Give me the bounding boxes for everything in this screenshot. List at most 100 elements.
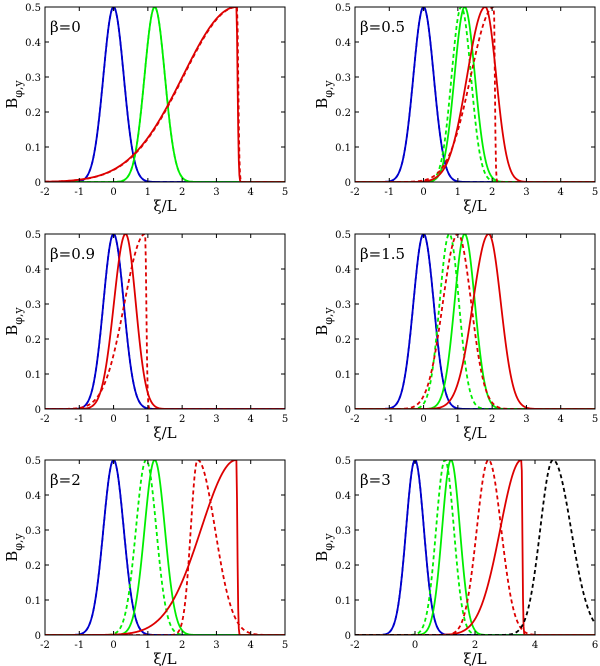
y-axis-label: Bφ,y — [3, 79, 25, 108]
y-tick-label: 0.5 — [25, 456, 41, 467]
series-line-blue — [45, 234, 285, 409]
x-tick-label: -1 — [74, 414, 84, 425]
x-tick-label: 4 — [558, 187, 564, 198]
x-axis-label: ξ/L — [463, 424, 486, 442]
series-line-green-dashed — [355, 234, 595, 409]
series-line-blue — [45, 7, 285, 182]
y-tick-label: 0.2 — [335, 335, 351, 346]
series-line-red-dashed — [355, 460, 595, 635]
series-line-red — [355, 7, 595, 182]
y-tick-label: 0.4 — [25, 265, 41, 276]
y-tick-label: 0.1 — [25, 370, 41, 381]
axes-frame — [44, 233, 286, 410]
x-tick-label: 0 — [110, 187, 116, 198]
x-tick-label: -2 — [350, 414, 360, 425]
y-tick-label: 0 — [35, 178, 41, 189]
x-tick-label: 2 — [179, 640, 185, 651]
y-tick-label: 0.1 — [25, 143, 41, 154]
y-tick-label: 0 — [345, 405, 351, 416]
x-tick-label: 5 — [282, 640, 288, 651]
x-tick-label: 4 — [558, 414, 564, 425]
y-tick-label: 0.2 — [25, 561, 41, 572]
x-tick-label: 0 — [420, 187, 426, 198]
y-tick-label: 0.5 — [335, 3, 351, 14]
panel-label: β=1.5 — [360, 245, 405, 263]
series-line-blue-dashed — [45, 460, 285, 635]
x-tick-label: 4 — [532, 640, 538, 651]
x-tick-label: -1 — [74, 640, 84, 651]
x-tick-label: -1 — [74, 187, 84, 198]
x-tick-label: 6 — [592, 640, 598, 651]
panel-5: -2 -1 0 1 2 3 4 5 0 0.1 0.2 0.3 0.4 0.5 β=2 ξ/L Bφ,y — [3, 456, 288, 666]
x-tick-label: 0 — [110, 414, 116, 425]
series-line-green — [45, 460, 285, 635]
series-line-blue-dashed — [45, 7, 285, 182]
y-tick-label: 0 — [35, 405, 41, 416]
x-tick-label: 5 — [282, 414, 288, 425]
y-tick-label: 0 — [345, 631, 351, 642]
series-line-green — [45, 7, 285, 182]
series-group — [355, 7, 595, 182]
x-tick-label: 1 — [455, 187, 461, 198]
x-tick-label: 2 — [179, 187, 185, 198]
series-group — [355, 234, 595, 409]
y-tick-label: 0.4 — [25, 38, 41, 49]
panel-label: β=0 — [50, 18, 81, 36]
series-line-blue — [45, 460, 285, 635]
x-tick-label: 0 — [412, 640, 418, 651]
series-line-blue — [355, 234, 595, 409]
x-tick-label: 3 — [213, 640, 219, 651]
series-group — [45, 460, 285, 635]
series-line-red — [45, 460, 285, 635]
x-tick-label: 2 — [489, 414, 495, 425]
axes-frame — [354, 233, 596, 410]
panel-3: -2 -1 0 1 2 3 4 5 0 0.1 0.2 0.3 0.4 0.5 β=0.9 ξ/L Bφ,y — [3, 230, 288, 442]
x-tick-label: 5 — [592, 414, 598, 425]
y-tick-label: 0.4 — [335, 38, 351, 49]
panel-6: -2 0 2 4 600.10.20.30.40.5β=3ξ/LBφ,y — [313, 456, 598, 666]
x-tick-label: -2 — [350, 640, 360, 651]
y-tick-label: 0.3 — [25, 73, 41, 84]
y-tick-label: 0.3 — [335, 300, 351, 311]
y-tick-label: 0.4 — [335, 491, 351, 502]
axes-frame — [44, 459, 286, 636]
x-axis-label: ξ/L — [153, 650, 176, 666]
axes-frame — [44, 6, 286, 183]
x-tick-label: -2 — [40, 640, 50, 651]
x-tick-label: -1 — [384, 414, 394, 425]
y-tick-label: 0.1 — [335, 596, 351, 607]
series-line-green — [355, 234, 595, 409]
x-tick-label: 4 — [248, 414, 254, 425]
y-axis-label: Bφ,y — [313, 532, 335, 561]
panel-2: -2 -1 0 1 2 3 4 5 0 0.1 0.2 0.3 0.4 0.5 β=0.5 ξ/L Bφ,y — [313, 3, 598, 215]
x-axis-label: ξ/L — [153, 424, 176, 442]
x-tick-label: 5 — [592, 187, 598, 198]
series-line-red — [45, 7, 285, 182]
series-line-red-dashed — [45, 460, 285, 635]
y-tick-label: 0.2 — [335, 561, 351, 572]
y-tick-label: 0.2 — [25, 335, 41, 346]
x-axis-label: ξ/L — [153, 197, 176, 215]
series-line-green-dashed — [355, 460, 595, 635]
x-tick-label: -2 — [40, 187, 50, 198]
y-tick-label: 0 — [345, 178, 351, 189]
panel-label: β=0.5 — [360, 18, 405, 36]
x-tick-label: 5 — [282, 187, 288, 198]
x-tick-label: 1 — [145, 187, 151, 198]
y-tick-label: 0.2 — [335, 108, 351, 119]
y-tick-label: 0.5 — [335, 230, 351, 241]
x-tick-label: 1 — [145, 640, 151, 651]
y-tick-label: 0.2 — [25, 108, 41, 119]
x-tick-label: 2 — [472, 640, 478, 651]
series-line-red-dashed — [45, 7, 285, 182]
y-axis-label: Bφ,y — [313, 79, 335, 108]
series-line-green — [355, 7, 595, 182]
x-tick-label: -2 — [40, 414, 50, 425]
x-tick-label: 1 — [145, 414, 151, 425]
x-tick-label: 3 — [523, 187, 529, 198]
panel-4: -2 -1 0 1 2 3 4 5 0 0.1 0.2 0.3 0.4 0.5 β=1.5 ξ/L Bφ,y — [313, 230, 598, 442]
panel-1: -2 -1 0 1 2 3 4 5 0 0.1 0.2 0.3 0.4 0.5 β=0 ξ/L Bφ,y — [3, 3, 288, 215]
series-line-green-dashed — [45, 7, 285, 182]
y-axis-label: Bφ,y — [313, 306, 335, 335]
panel-label: β=0.9 — [50, 245, 95, 263]
